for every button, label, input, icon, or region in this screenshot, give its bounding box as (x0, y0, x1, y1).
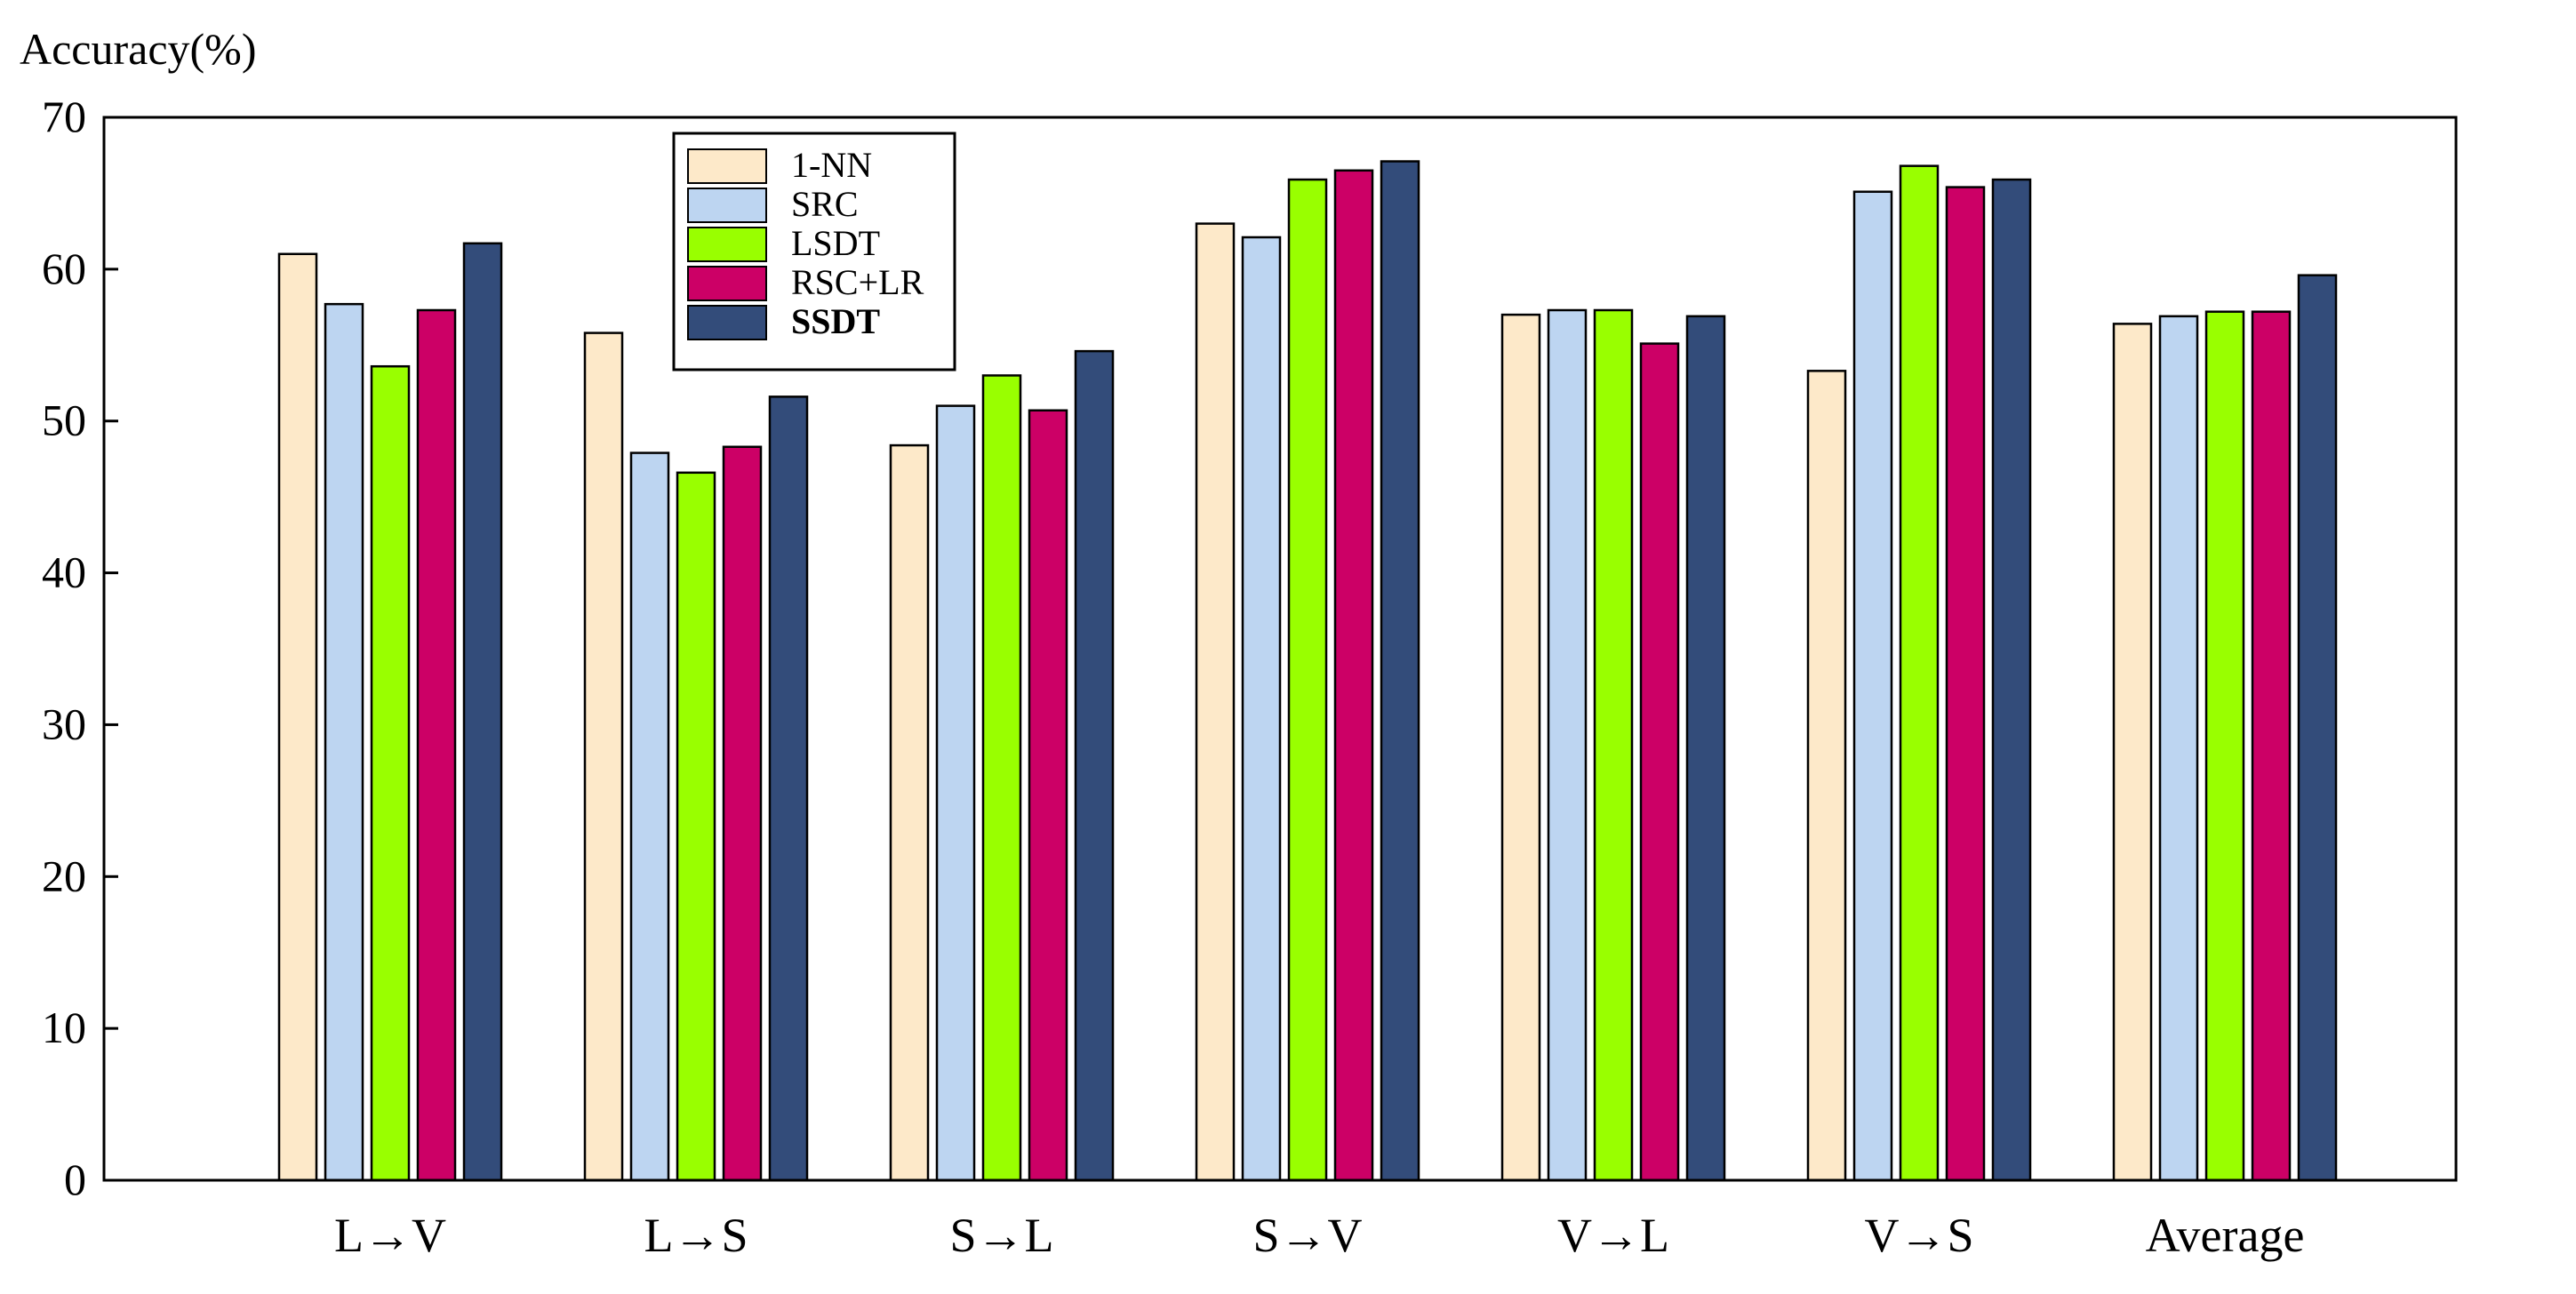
legend-swatch (687, 227, 767, 262)
bar-group-0 (277, 242, 503, 1182)
bar-src-6 (2158, 315, 2199, 1182)
y-tick-label: 70 (42, 92, 86, 141)
y-tick-label: 30 (42, 699, 86, 748)
bar-ssdt-2 (1074, 349, 1115, 1182)
bar-ssdt-1 (768, 395, 809, 1182)
bar-rsc-lr-3 (1333, 169, 1374, 1182)
bar-1-nn-6 (2112, 323, 2153, 1182)
x-category-label: S→L (949, 1209, 1053, 1262)
bar-ssdt-6 (2297, 274, 2338, 1182)
bar-1-nn-4 (1500, 313, 1541, 1182)
bar-rsc-lr-0 (416, 308, 457, 1182)
bar-group-6 (2112, 274, 2338, 1182)
bar-lsdt-2 (981, 374, 1022, 1182)
bar-group-4 (1500, 308, 1726, 1182)
bar-1-nn-5 (1806, 370, 1847, 1182)
bar-src-2 (935, 404, 976, 1182)
y-tick-label: 20 (42, 851, 86, 900)
bar-1-nn-2 (889, 443, 930, 1182)
bar-src-1 (629, 451, 670, 1182)
x-category-label: L→V (334, 1209, 446, 1262)
legend-swatch (687, 305, 767, 340)
y-tick-label: 60 (42, 244, 86, 293)
y-tick-label: 10 (42, 1002, 86, 1052)
y-tick-label: 0 (64, 1154, 86, 1204)
x-category-label: L→S (644, 1209, 748, 1262)
bar-group-2 (889, 349, 1115, 1182)
bar-rsc-lr-1 (722, 445, 763, 1182)
x-category-label: V→L (1557, 1209, 1669, 1262)
bar-ssdt-0 (462, 242, 503, 1182)
bar-lsdt-3 (1287, 178, 1328, 1182)
legend-label: RSC+LR (791, 262, 924, 302)
bar-1-nn-0 (277, 252, 318, 1182)
bar-1-nn-1 (583, 331, 624, 1182)
plot-frame (102, 116, 2458, 1182)
bars-layer (277, 160, 2338, 1182)
legend-label: 1-NN (791, 145, 872, 185)
bar-src-4 (1547, 308, 1588, 1182)
bar-src-5 (1852, 190, 1893, 1182)
x-category-label: V→S (1864, 1209, 1973, 1262)
legend-swatch (687, 266, 767, 301)
legend-swatch (687, 148, 767, 184)
legend-label: SRC (791, 184, 859, 224)
bar-lsdt-0 (370, 364, 411, 1182)
y-axis: 0 10 20 30 40 50 60 70 (42, 92, 118, 1204)
bar-rsc-lr-6 (2251, 310, 2292, 1182)
bar-src-0 (324, 302, 364, 1182)
bar-ssdt-4 (1685, 315, 1726, 1182)
bar-group-5 (1806, 164, 2032, 1182)
y-axis-label: Accuracy(%) (20, 24, 256, 74)
bar-src-3 (1241, 236, 1282, 1182)
bar-rsc-lr-4 (1639, 342, 1680, 1182)
bar-rsc-lr-5 (1945, 186, 1986, 1182)
legend-label: SSDT (791, 301, 880, 341)
legend-label: LSDT (791, 223, 880, 263)
bar-lsdt-1 (676, 471, 716, 1182)
bar-1-nn-3 (1195, 222, 1236, 1182)
bar-lsdt-4 (1593, 308, 1634, 1182)
bar-lsdt-5 (1899, 164, 1940, 1182)
bar-ssdt-3 (1380, 160, 1420, 1182)
x-axis: L→V L→S S→L S→V V→L V→S Average (334, 1209, 2304, 1262)
bar-lsdt-6 (2204, 310, 2245, 1182)
bar-ssdt-5 (1991, 178, 2032, 1182)
x-category-label: Average (2146, 1209, 2305, 1262)
bar-group-3 (1195, 160, 1420, 1182)
x-category-label: S→V (1252, 1209, 1362, 1262)
y-tick-label: 40 (42, 547, 86, 597)
legend-swatch (687, 188, 767, 223)
bar-rsc-lr-2 (1028, 409, 1068, 1182)
y-tick-label: 50 (42, 395, 86, 445)
bar-group-1 (583, 331, 809, 1182)
